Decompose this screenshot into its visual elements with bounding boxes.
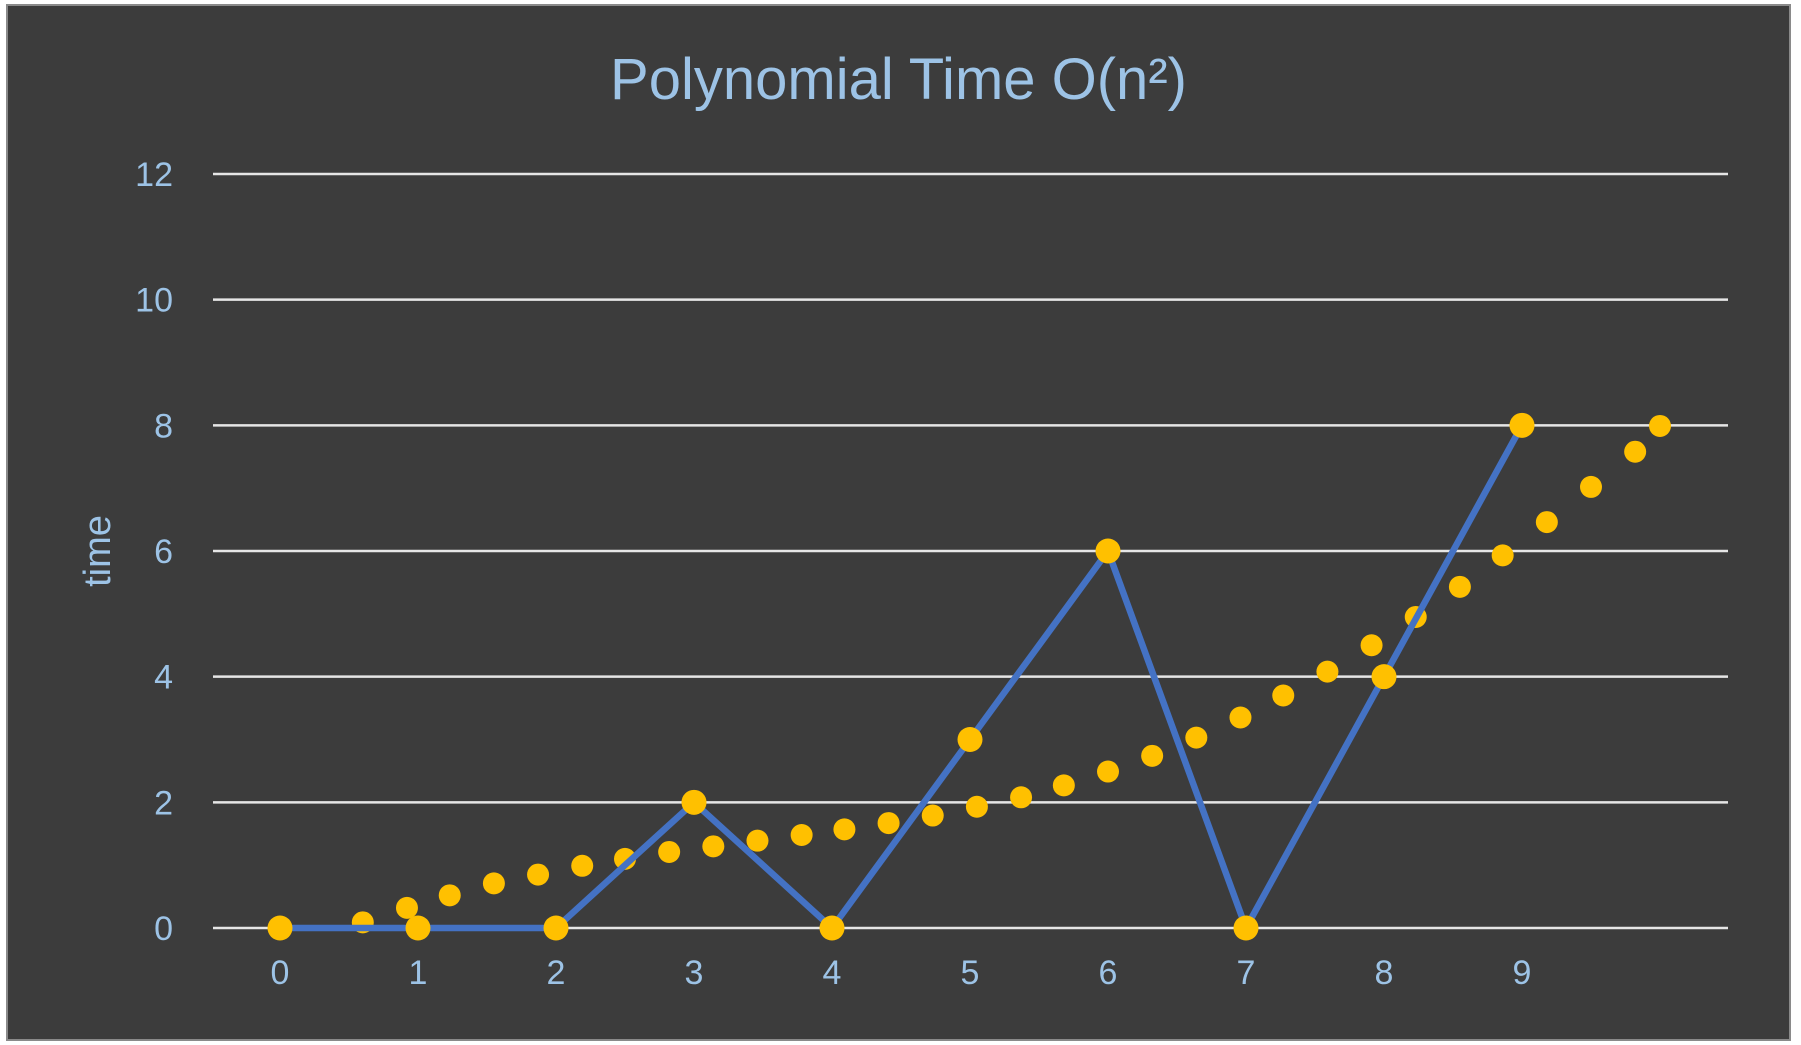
data-point (681, 789, 707, 815)
series-line (280, 423, 1525, 936)
chart-title: Polynomial Time O(n²) (610, 47, 1187, 112)
data-point (1233, 915, 1259, 941)
trendline-dot (1010, 786, 1033, 809)
y-tick-label: 0 (154, 910, 173, 948)
trendline-dot (1649, 414, 1671, 437)
x-tick-label: 3 (685, 954, 704, 992)
data-point (405, 915, 431, 941)
y-axis-title: time (77, 515, 119, 587)
trendline-dot (1229, 706, 1252, 729)
x-tick-label: 9 (1513, 954, 1532, 992)
trendline-dot (1448, 575, 1471, 598)
trendline-dot (702, 835, 725, 858)
data-point (957, 727, 983, 752)
trendline-dot (438, 884, 461, 907)
chart-frame: Polynomial Time O(n²) 0 2 4 6 8 10 12 0 1 2 3 4 5 6 7 8… (6, 4, 1791, 1041)
y-tick-label: 4 (154, 659, 173, 697)
trendline-dot (965, 795, 988, 818)
trendline-dot (1141, 744, 1164, 767)
x-tick-label: 4 (823, 954, 842, 992)
trendline-dot (1052, 774, 1075, 797)
trendline-dot (658, 840, 681, 863)
data-point (1509, 412, 1535, 438)
data-point (1095, 538, 1121, 564)
trendline-dot (833, 818, 856, 841)
trendline-dot (571, 854, 594, 877)
trendline-dot (1624, 440, 1647, 463)
trendline-dot (527, 863, 550, 886)
data-point (1371, 664, 1397, 690)
trendline-dot (746, 829, 769, 852)
x-tick-label: 8 (1375, 954, 1394, 992)
trendline-dot (1316, 660, 1339, 683)
trendline-dot (1272, 684, 1295, 707)
y-tick-label: 12 (135, 156, 173, 194)
x-tick-label: 1 (409, 954, 428, 992)
data-point (267, 915, 293, 941)
x-tick-label: 7 (1237, 954, 1256, 992)
x-tick-label: 5 (961, 954, 980, 992)
x-tick-label: 6 (1099, 954, 1118, 992)
data-point (819, 915, 845, 941)
trendline-dot (1580, 475, 1602, 498)
trendline-dot (1360, 634, 1383, 657)
x-tick-label: 0 (271, 954, 290, 992)
y-tick-label: 2 (154, 784, 173, 822)
trendline-dot (1185, 726, 1208, 749)
trendline-dot (790, 824, 813, 847)
trendline-dot (1535, 511, 1558, 534)
y-tick-label: 8 (154, 407, 173, 445)
trendline-dot (877, 812, 900, 835)
trendline-dot (921, 804, 944, 827)
trendline-dot (395, 896, 418, 919)
x-tick-label: 2 (547, 954, 566, 992)
trendline-dot (1491, 544, 1514, 567)
y-tick-label: 6 (154, 533, 173, 571)
trendline-dot (482, 872, 505, 895)
y-tick-label: 10 (135, 282, 173, 320)
trendline-dot (1097, 760, 1119, 783)
data-point (543, 915, 569, 941)
